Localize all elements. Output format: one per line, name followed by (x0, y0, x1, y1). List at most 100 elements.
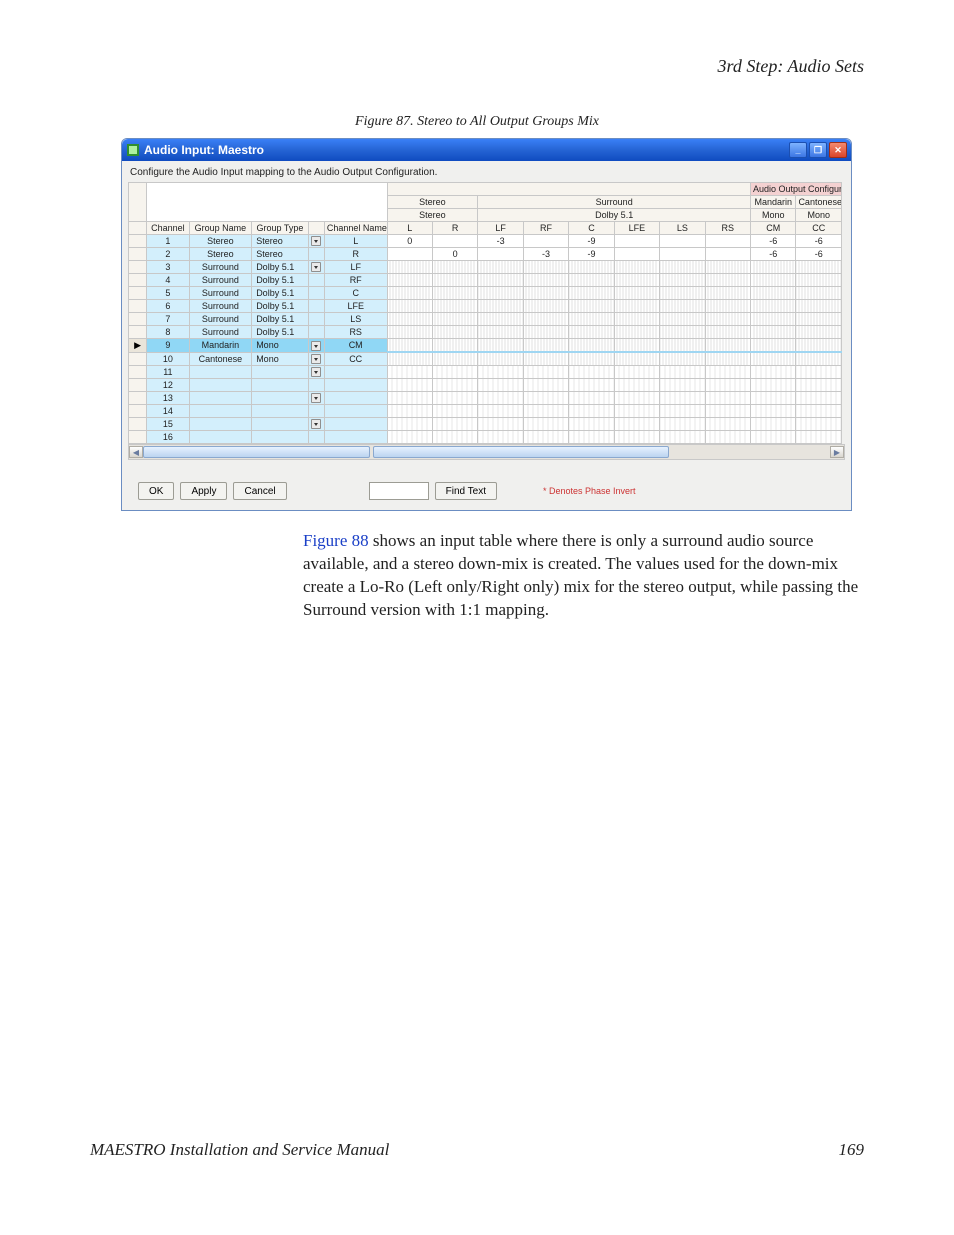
mix-cell[interactable] (523, 300, 568, 313)
mix-cell[interactable] (660, 366, 705, 379)
mix-cell[interactable] (569, 379, 614, 392)
mix-cell[interactable] (478, 300, 523, 313)
mix-cell[interactable] (523, 326, 568, 339)
mix-cell[interactable] (432, 431, 477, 444)
mix-cell[interactable] (614, 313, 659, 326)
mix-cell[interactable] (478, 274, 523, 287)
mix-cell[interactable] (796, 431, 842, 444)
group-type-cell[interactable]: Dolby 5.1 (252, 274, 309, 287)
table-row[interactable]: 13 (129, 392, 842, 405)
mix-cell[interactable] (796, 418, 842, 431)
mix-cell[interactable] (478, 405, 523, 418)
mix-cell[interactable] (796, 313, 842, 326)
mix-cell[interactable]: 0 (387, 235, 432, 248)
mix-cell[interactable] (705, 339, 750, 353)
figure-link[interactable]: Figure 88 (303, 531, 369, 550)
mix-cell[interactable] (660, 326, 705, 339)
mix-cell[interactable] (660, 300, 705, 313)
group-type-dropdown[interactable] (308, 235, 324, 248)
mix-cell[interactable] (432, 405, 477, 418)
group-name-cell[interactable] (189, 405, 252, 418)
maximize-button[interactable]: ❐ (809, 142, 827, 158)
table-row[interactable]: 10CantoneseMonoCC (129, 352, 842, 366)
chevron-down-icon[interactable] (311, 419, 321, 429)
mix-cell[interactable] (569, 313, 614, 326)
mix-cell[interactable]: -9 (569, 248, 614, 261)
mix-cell[interactable]: -9 (569, 235, 614, 248)
mix-cell[interactable] (478, 339, 523, 353)
mix-cell[interactable] (705, 418, 750, 431)
mix-cell[interactable] (751, 300, 796, 313)
mix-cell[interactable] (432, 274, 477, 287)
mix-cell[interactable]: -6 (796, 248, 842, 261)
group-name-cell[interactable]: Surround (189, 261, 252, 274)
mix-cell[interactable]: -6 (796, 235, 842, 248)
chevron-down-icon[interactable] (311, 354, 321, 364)
channel-name-cell[interactable] (324, 379, 387, 392)
group-type-cell[interactable]: Stereo (252, 235, 309, 248)
mix-cell[interactable]: -6 (751, 248, 796, 261)
group-type-cell[interactable] (252, 392, 309, 405)
channel-name-cell[interactable]: CM (324, 339, 387, 353)
group-type-dropdown[interactable] (308, 431, 324, 444)
mix-cell[interactable] (387, 418, 432, 431)
scroll-track[interactable] (143, 446, 830, 458)
mix-cell[interactable] (478, 287, 523, 300)
mix-cell[interactable] (569, 326, 614, 339)
mix-cell[interactable] (569, 352, 614, 366)
group-type-cell[interactable] (252, 366, 309, 379)
mix-cell[interactable] (751, 431, 796, 444)
mix-cell[interactable] (387, 287, 432, 300)
mix-cell[interactable] (478, 431, 523, 444)
group-type-cell[interactable]: Dolby 5.1 (252, 300, 309, 313)
mix-cell[interactable] (705, 300, 750, 313)
mix-cell[interactable] (614, 392, 659, 405)
mix-cell[interactable] (660, 274, 705, 287)
mix-cell[interactable] (705, 379, 750, 392)
channel-name-cell[interactable] (324, 405, 387, 418)
group-name-cell[interactable]: Surround (189, 274, 252, 287)
group-type-dropdown[interactable] (308, 339, 324, 353)
table-row[interactable]: 1StereoStereoL0-3-9-6-6 (129, 235, 842, 248)
chevron-down-icon[interactable] (311, 236, 321, 246)
table-row[interactable]: 16 (129, 431, 842, 444)
chevron-down-icon[interactable] (311, 393, 321, 403)
mix-cell[interactable] (660, 379, 705, 392)
mix-cell[interactable] (796, 287, 842, 300)
mix-cell[interactable] (523, 379, 568, 392)
mix-cell[interactable] (569, 261, 614, 274)
group-type-cell[interactable] (252, 379, 309, 392)
mix-cell[interactable] (387, 326, 432, 339)
group-name-cell[interactable]: Cantonese (189, 352, 252, 366)
mix-cell[interactable] (569, 405, 614, 418)
group-name-cell[interactable] (189, 379, 252, 392)
mix-cell[interactable] (751, 313, 796, 326)
mix-cell[interactable] (523, 366, 568, 379)
group-name-cell[interactable]: Surround (189, 300, 252, 313)
mix-cell[interactable] (705, 431, 750, 444)
group-name-cell[interactable]: Surround (189, 326, 252, 339)
minimize-button[interactable]: _ (789, 142, 807, 158)
mix-cell[interactable] (432, 326, 477, 339)
channel-name-cell[interactable]: LFE (324, 300, 387, 313)
table-row[interactable]: 11 (129, 366, 842, 379)
mix-cell[interactable] (660, 235, 705, 248)
mix-cell[interactable] (523, 431, 568, 444)
chevron-down-icon[interactable] (311, 341, 321, 351)
mix-cell[interactable] (478, 392, 523, 405)
group-name-cell[interactable]: Stereo (189, 235, 252, 248)
mix-cell[interactable] (614, 405, 659, 418)
mix-cell[interactable] (432, 287, 477, 300)
channel-name-cell[interactable]: RS (324, 326, 387, 339)
mix-cell[interactable] (705, 366, 750, 379)
scroll-thumb-right[interactable] (373, 446, 668, 458)
group-type-dropdown[interactable] (308, 379, 324, 392)
mix-cell[interactable] (387, 405, 432, 418)
mix-cell[interactable] (796, 405, 842, 418)
mix-cell[interactable] (614, 274, 659, 287)
mix-cell[interactable] (523, 405, 568, 418)
channel-name-cell[interactable]: RF (324, 274, 387, 287)
mix-cell[interactable] (432, 379, 477, 392)
table-row[interactable]: 8SurroundDolby 5.1RS (129, 326, 842, 339)
mix-cell[interactable] (614, 287, 659, 300)
